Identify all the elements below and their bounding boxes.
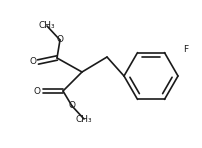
Text: O: O [29, 58, 36, 66]
Text: O: O [68, 102, 76, 111]
Text: F: F [183, 45, 188, 54]
Text: CH₃: CH₃ [76, 115, 92, 123]
Text: CH₃: CH₃ [39, 21, 55, 30]
Text: O: O [57, 36, 63, 45]
Text: O: O [34, 86, 41, 95]
